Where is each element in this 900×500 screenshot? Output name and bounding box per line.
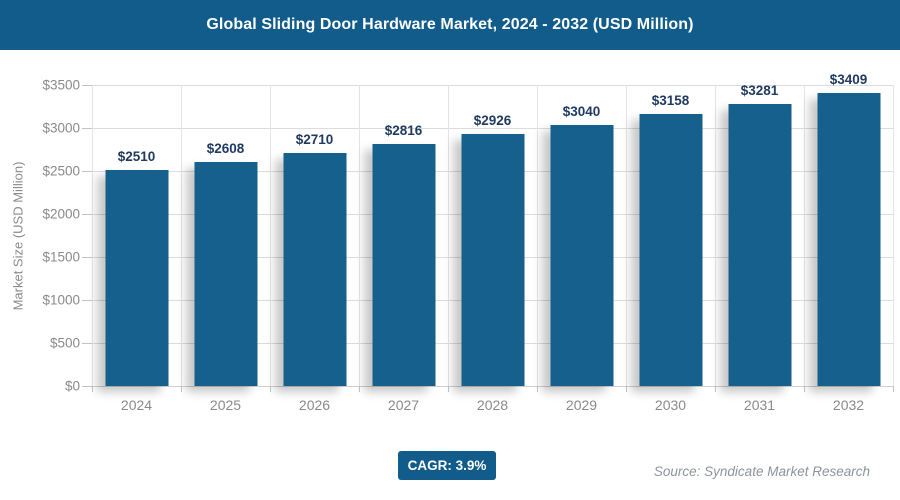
bar-value-label: $2510 <box>117 149 156 165</box>
x-tick-label: 2031 <box>743 397 776 413</box>
x-axis-tick <box>359 386 360 392</box>
bar <box>550 124 613 386</box>
gridline-horizontal <box>92 85 893 86</box>
x-tick-label: 2024 <box>120 397 153 413</box>
y-axis-tick <box>82 85 92 86</box>
bar <box>639 114 702 386</box>
x-tick-label: 2032 <box>832 397 865 413</box>
y-axis-tick <box>82 257 92 258</box>
y-axis-title: Market Size (USD Million) <box>10 161 26 311</box>
gridline-vertical <box>448 85 449 386</box>
y-axis-tick <box>82 214 92 215</box>
y-axis-tick <box>82 386 92 387</box>
y-axis-tick <box>82 343 92 344</box>
bar <box>817 92 880 386</box>
chart-title: Global Sliding Door Hardware Market, 202… <box>206 16 694 33</box>
x-axis-tick <box>626 386 627 392</box>
bar <box>105 170 168 386</box>
gridline-vertical <box>626 85 627 386</box>
y-tick-label: $2500 <box>42 163 80 179</box>
title-bar: Global Sliding Door Hardware Market, 202… <box>0 0 900 50</box>
bar <box>194 161 257 386</box>
y-tick-label: $1500 <box>42 249 80 265</box>
plot-area: $0 $500 $1000 $1500 $2000 $2500 $3000 $3500 $251… <box>42 72 894 413</box>
bar <box>461 134 524 386</box>
x-axis-tick <box>537 386 538 392</box>
source-text: Source: Syndicate Market Research <box>653 464 870 479</box>
x-tick-label: 2029 <box>565 397 598 413</box>
x-tick-label: 2030 <box>654 397 687 413</box>
y-axis-tick <box>82 171 92 172</box>
x-axis-tick <box>270 386 271 392</box>
gridline-vertical <box>537 85 538 386</box>
x-axis-tick <box>715 386 716 392</box>
bar <box>372 143 435 386</box>
x-axis-tick <box>893 386 894 392</box>
y-tick-label: $0 <box>64 378 80 394</box>
bar <box>728 103 791 386</box>
gridline-horizontal <box>92 128 893 129</box>
bar-value-label: $3040 <box>562 103 601 119</box>
y-axis-line <box>92 85 93 386</box>
y-tick-label: $500 <box>49 335 80 351</box>
bar-value-label: $3158 <box>651 93 690 109</box>
bar-value-label: $2608 <box>206 140 245 156</box>
bar-value-label: $2710 <box>295 131 334 147</box>
gridline-vertical <box>181 85 182 386</box>
x-tick-label: 2028 <box>476 397 509 413</box>
gridline-vertical <box>893 85 894 386</box>
x-axis-line <box>92 386 893 387</box>
gridline-vertical <box>270 85 271 386</box>
x-tick-label: 2025 <box>209 397 242 413</box>
y-tick-label: $2000 <box>42 206 80 222</box>
x-axis-tick <box>92 386 93 392</box>
gridline-vertical <box>359 85 360 386</box>
gridline-vertical <box>715 85 716 386</box>
bar-value-label: $2816 <box>384 122 423 138</box>
x-tick-label: 2026 <box>298 397 331 413</box>
bar <box>283 152 346 386</box>
y-axis-tick <box>82 128 92 129</box>
gridline-vertical <box>804 85 805 386</box>
x-axis-tick <box>448 386 449 392</box>
bar-value-label: $2926 <box>473 113 512 129</box>
x-axis-tick <box>804 386 805 392</box>
x-tick-label: 2027 <box>387 397 420 413</box>
y-tick-label: $3500 <box>42 77 80 93</box>
cagr-badge: CAGR: 3.9% <box>398 451 496 480</box>
x-axis-tick <box>181 386 182 392</box>
bar-value-label: $3409 <box>829 71 868 87</box>
bar-value-label: $3281 <box>740 82 779 98</box>
y-tick-label: $1000 <box>42 292 80 308</box>
y-tick-label: $3000 <box>42 120 80 136</box>
y-axis-tick <box>82 300 92 301</box>
